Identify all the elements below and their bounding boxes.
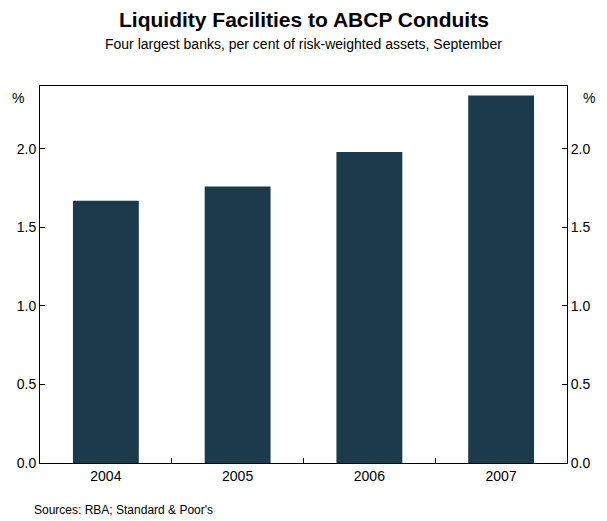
- svg-text:1.5: 1.5: [571, 219, 591, 235]
- svg-text:Four largest banks, per cent o: Four largest banks, per cent of risk-wei…: [105, 36, 502, 52]
- svg-text:2006: 2006: [354, 468, 385, 484]
- svg-text:Sources: RBA; Standard & Poor': Sources: RBA; Standard & Poor's: [34, 503, 213, 517]
- svg-text:2.0: 2.0: [571, 141, 591, 157]
- svg-text:0.5: 0.5: [17, 376, 37, 392]
- svg-text:%: %: [583, 90, 595, 106]
- svg-text:0.5: 0.5: [571, 376, 591, 392]
- svg-text:%: %: [12, 90, 24, 106]
- svg-text:0.0: 0.0: [17, 455, 37, 471]
- svg-text:2007: 2007: [486, 468, 517, 484]
- svg-text:Liquidity Facilities to ABCP C: Liquidity Facilities to ABCP Conduits: [119, 8, 489, 31]
- svg-text:1.0: 1.0: [571, 298, 591, 314]
- svg-text:1.5: 1.5: [17, 219, 37, 235]
- svg-text:0.0: 0.0: [571, 455, 591, 471]
- svg-text:2005: 2005: [222, 468, 253, 484]
- svg-text:1.0: 1.0: [17, 298, 37, 314]
- svg-text:2.0: 2.0: [17, 141, 37, 157]
- svg-text:2004: 2004: [90, 468, 121, 484]
